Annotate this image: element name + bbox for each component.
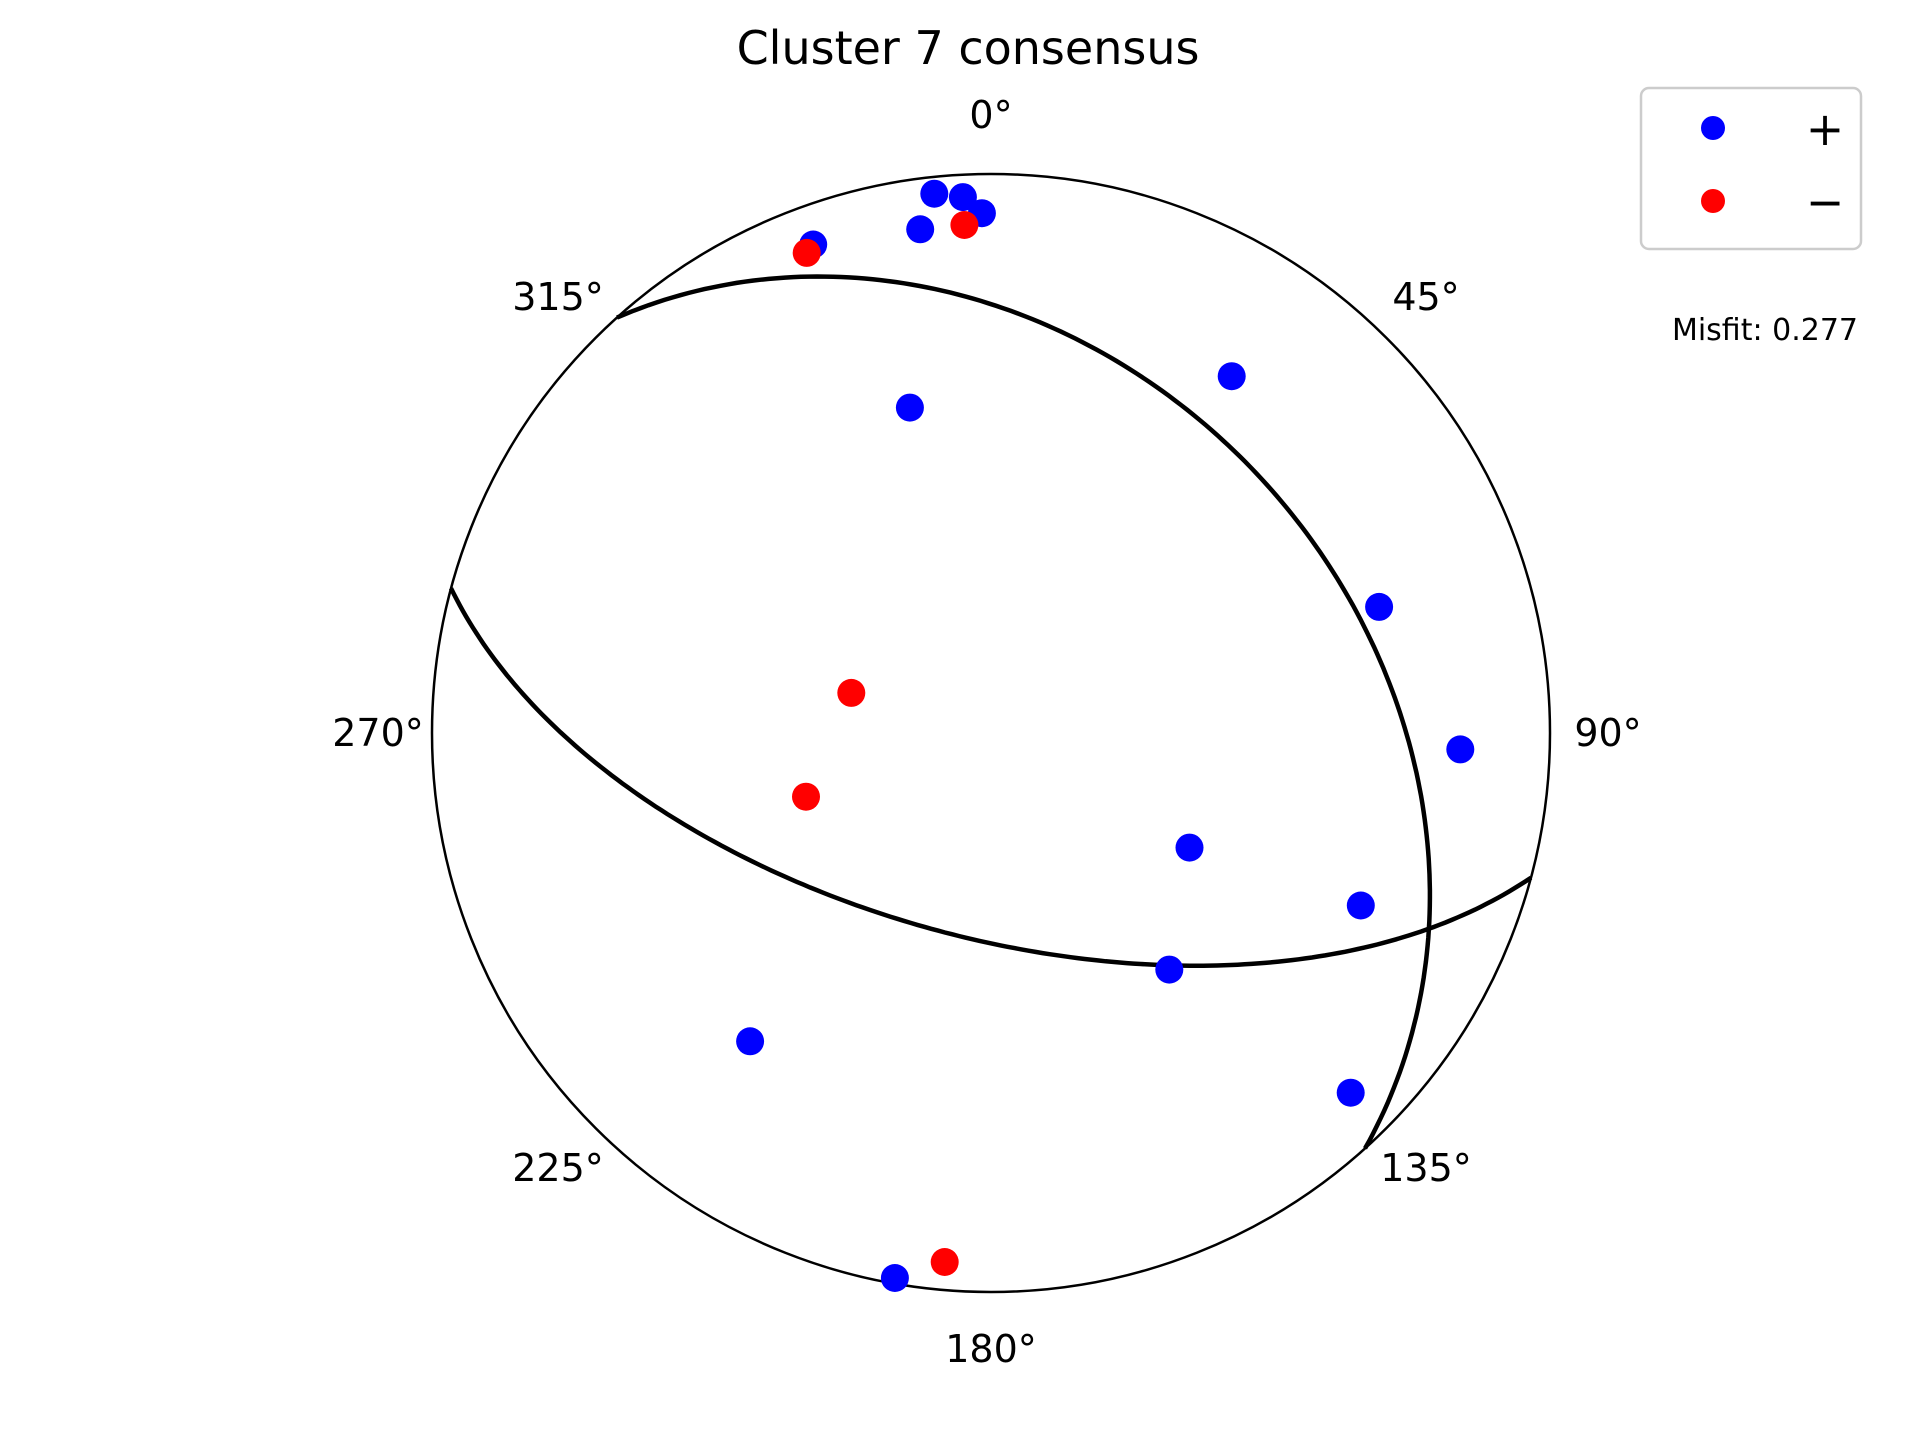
azimuth-tick-label: 45° <box>1392 275 1459 319</box>
positive-polarity-point <box>1346 891 1375 920</box>
azimuth-tick-label: 90° <box>1574 711 1641 755</box>
azimuth-tick-label: 135° <box>1380 1146 1472 1190</box>
positive-polarity-point <box>1175 833 1204 862</box>
legend-marker-plus <box>1701 116 1725 140</box>
positive-polarity-point <box>1155 955 1184 984</box>
legend-marker-minus <box>1701 189 1725 213</box>
azimuth-tick-labels: 0° 45° 90° 135° 180° 225° 270° 315° <box>332 93 1641 1371</box>
azimuth-tick-label: 180° <box>945 1327 1037 1371</box>
nodal-planes <box>448 274 1533 1150</box>
misfit-annotation: Misfit: 0.277 <box>1672 313 1858 348</box>
positive-polarity-point <box>1217 362 1246 391</box>
azimuth-tick-label: 315° <box>512 275 604 319</box>
positive-polarity-point <box>948 183 977 212</box>
positive-polarity-point <box>906 215 935 244</box>
positive-polarity-point <box>1446 735 1475 764</box>
azimuth-tick-label: 225° <box>512 1146 604 1190</box>
nodal-plane-curve <box>448 587 1533 968</box>
polarity-points <box>736 179 1475 1292</box>
positive-polarity-point <box>920 179 949 208</box>
positive-polarity-point <box>736 1027 765 1056</box>
positive-polarity-point <box>895 393 924 422</box>
azimuth-tick-label: 0° <box>969 93 1012 137</box>
legend: + − <box>1639 86 1863 251</box>
legend-frame <box>1639 86 1863 251</box>
negative-polarity-point <box>950 211 979 239</box>
positive-polarity-point <box>880 1264 909 1292</box>
stereonet-outline <box>430 172 1552 1294</box>
negative-polarity-point <box>792 782 820 811</box>
azimuth-tick-label: 270° <box>332 711 424 755</box>
nodal-plane-curve <box>616 274 1433 1150</box>
positive-polarity-point <box>1336 1078 1365 1107</box>
negative-polarity-point <box>792 238 821 267</box>
negative-polarity-point <box>930 1248 959 1276</box>
legend-label-plus: + <box>1806 102 1845 156</box>
chart-title: Cluster 7 consensus <box>737 21 1200 75</box>
legend-label-minus: − <box>1806 175 1845 229</box>
negative-polarity-point <box>837 678 866 707</box>
positive-polarity-point <box>1365 592 1394 621</box>
